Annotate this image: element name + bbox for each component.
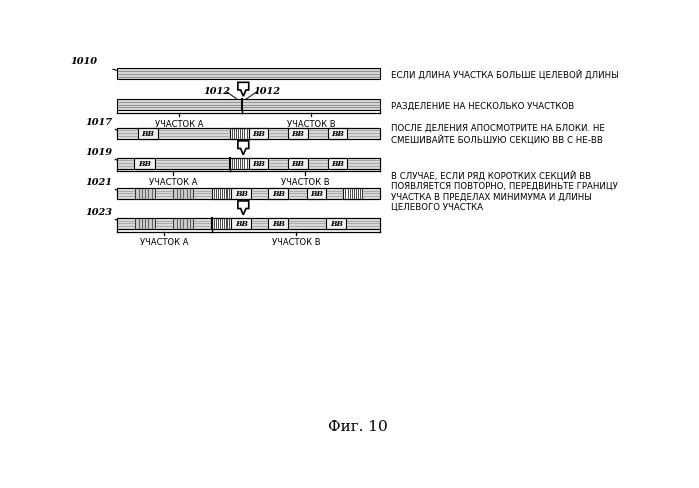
Bar [117,219,136,229]
Text: BB: BB [331,160,344,168]
Bar [343,188,362,199]
Bar [173,219,193,229]
Bar [268,159,288,169]
Text: 1019: 1019 [85,148,112,157]
Bar [193,188,212,199]
Text: BB: BB [291,130,305,138]
Bar [328,128,347,139]
Bar [158,128,230,139]
Text: 1023: 1023 [85,208,112,217]
Bar [326,219,346,229]
Bar [136,219,155,229]
Text: В СЛУЧАЕ, ЕСЛИ РЯД КОРОТКИХ СЕКЦИЙ ВВ
ПОЯВЛЯЕТСЯ ПОВТОРНО, ПЕРЕДВИНЬТЕ ГРАНИЦУ
У: В СЛУЧАЕ, ЕСЛИ РЯД КОРОТКИХ СЕКЦИЙ ВВ ПО… [391,170,618,211]
Text: BB: BB [235,220,248,228]
Bar [288,128,308,139]
Bar [117,159,134,169]
Bar [136,188,155,199]
Text: УЧАСТОК А: УЧАСТОК А [149,178,198,186]
Text: BB: BB [235,190,248,198]
Text: BB: BB [331,130,344,138]
Bar [117,219,380,229]
Bar [231,219,251,229]
Bar [251,188,268,199]
Bar [117,188,380,199]
Text: 1010: 1010 [71,57,97,66]
Text: Фиг. 10: Фиг. 10 [328,419,388,433]
Text: BB: BB [252,160,265,168]
Bar [347,128,380,139]
Bar [268,188,288,199]
Text: BB: BB [252,130,265,138]
Text: BB: BB [272,190,284,198]
Polygon shape [238,202,249,215]
Bar [347,159,380,169]
Text: 1012: 1012 [203,86,230,95]
Bar [328,159,347,169]
Bar [268,219,288,229]
Bar [268,128,288,139]
Bar [212,219,231,229]
Bar [212,188,231,199]
Bar [308,128,328,139]
Polygon shape [238,142,249,155]
Bar [117,188,136,199]
Text: 1012: 1012 [253,86,280,95]
Bar [155,188,173,199]
Bar [117,128,380,139]
Bar [288,159,308,169]
Bar [346,219,380,229]
Bar [117,128,138,139]
Text: BB: BB [291,160,305,168]
Bar [193,219,212,229]
Text: УЧАСТОК В: УЧАСТОК В [272,238,320,246]
Text: ЕСЛИ ДЛИНА УЧАСТКА БОЛЬШЕ ЦЕЛЕВОЙ ДЛИНЫ: ЕСЛИ ДЛИНА УЧАСТКА БОЛЬШЕ ЦЕЛЕВОЙ ДЛИНЫ [391,70,619,80]
Bar [117,128,380,139]
Bar [117,219,380,229]
Text: BB: BB [310,190,323,198]
Bar [155,159,230,169]
Text: BB: BB [138,160,151,168]
Polygon shape [238,83,249,97]
Bar [117,188,380,199]
Text: УЧАСТОК В: УЧАСТОК В [281,178,329,186]
Text: УЧАСТОК А: УЧАСТОК А [155,119,203,128]
Bar [288,219,326,229]
Text: BB: BB [141,130,154,138]
Bar [230,159,249,169]
Text: УЧАСТОК А: УЧАСТОК А [140,238,189,246]
Bar [249,128,268,139]
Bar [326,188,343,199]
Bar [288,188,307,199]
Text: BB: BB [330,220,343,228]
Bar [138,128,158,139]
Bar [231,188,251,199]
Bar [249,159,268,169]
Bar [308,159,328,169]
Bar [117,100,380,111]
Bar [362,188,380,199]
Text: ПОСЛЕ ДЕЛЕНИЯ АПОСМОТРИТЕ НА БЛОКИ. НЕ
СМЕШИВАЙТЕ БОЛЬШУЮ СЕКЦИЮ ВВ С НЕ-ВВ: ПОСЛЕ ДЕЛЕНИЯ АПОСМОТРИТЕ НА БЛОКИ. НЕ С… [391,123,605,144]
Bar [134,159,155,169]
Text: РАЗДЕЛЕНИЕ НА НЕСКОЛЬКО УЧАСТКОВ: РАЗДЕЛЕНИЕ НА НЕСКОЛЬКО УЧАСТКОВ [391,101,575,110]
Bar [117,159,380,169]
Bar [307,188,326,199]
Text: 1017: 1017 [85,118,112,127]
Text: BB: BB [272,220,284,228]
Text: УЧАСТОК В: УЧАСТОК В [287,119,336,128]
Text: 1021: 1021 [85,178,112,187]
Bar [117,69,380,80]
Bar [230,128,249,139]
Bar [173,188,193,199]
Bar [117,159,380,169]
Bar [155,219,173,229]
Bar [251,219,268,229]
